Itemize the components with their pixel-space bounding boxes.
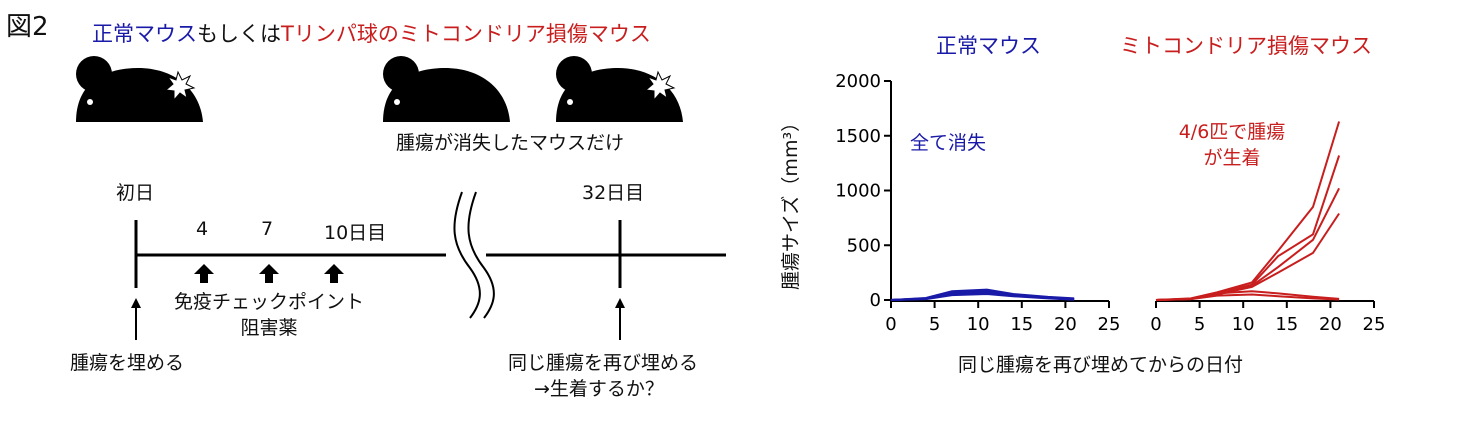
x-tick-label: 15 (1275, 314, 1298, 335)
x-tick-label: 25 (1363, 314, 1386, 335)
day7-label: 7 (261, 218, 274, 240)
day10-label: 10日目 (324, 222, 387, 244)
chart-panel-normal: 0 500 1000 1500 2000 0 5 10 15 20 25 (835, 71, 1120, 335)
x-tick-label: 25 (1098, 314, 1121, 335)
mice-caption: 腫瘍が消失したマウスだけ (396, 132, 625, 154)
treatment-arrow-day4 (194, 264, 214, 283)
header-normal-mouse: 正常マウス (92, 22, 197, 46)
rechallenge-label-line2: →生着するか？ (534, 378, 664, 400)
header-or: もしくは (197, 22, 281, 46)
implant-arrow-head (131, 298, 141, 308)
chart-title-normal: 正常マウス (936, 34, 1041, 58)
day4-label: 4 (196, 218, 209, 240)
x-tick-label: 20 (1054, 314, 1077, 335)
x-tick-label: 5 (929, 314, 940, 335)
x-tick-label: 0 (885, 314, 896, 335)
x-axis-label: 同じ腫瘍を再び埋めてからの日付 (958, 354, 1244, 376)
timeline-diagram (131, 191, 726, 340)
mouse-silhouette-middle (383, 56, 510, 122)
y-axis-label: 腫瘍サイズ（mm³） (780, 112, 802, 290)
y-tick-label: 500 (847, 235, 881, 256)
mouse-silhouette-left (76, 56, 203, 122)
treatment-label-line2: 阻害薬 (240, 317, 298, 339)
y-tick-label: 1000 (835, 181, 881, 202)
x-tick-label: 20 (1319, 314, 1342, 335)
treatment-arrow-day7 (259, 264, 279, 283)
rechallenge-arrow-head (615, 298, 625, 308)
series-line-2 (1155, 155, 1341, 301)
figure-label: 図2 (6, 12, 49, 42)
timeline-break-left (453, 191, 481, 319)
chart-annotation-normal: 全て消失 (910, 132, 987, 154)
series-line-4 (1155, 212, 1340, 301)
day32-label: 32日目 (582, 182, 645, 204)
chart-annotation-mito-line1: 4/6匹で腫瘍 (1178, 121, 1286, 143)
chart-annotation-mito-line2: が生着 (1203, 147, 1261, 169)
timeline-break-right (467, 191, 495, 319)
x-tick-label: 15 (1010, 314, 1033, 335)
x-tick-label: 10 (967, 314, 990, 335)
y-tick-label: 1500 (835, 126, 881, 147)
treatment-arrow-day10 (324, 264, 344, 283)
chart-title-mito-damaged: ミトコンドリア損傷マウス (1120, 34, 1372, 58)
x-tick-label: 5 (1194, 314, 1205, 335)
series-line-5 (890, 288, 1075, 301)
header-damaged-mouse: Tリンパ球のミトコンドリア損傷マウス (281, 22, 651, 46)
chart-panel-mito-damaged: 0 5 10 15 20 25 (1150, 121, 1386, 335)
series-line-6 (890, 292, 1075, 301)
x-tick-label: 0 (1150, 314, 1161, 335)
implant-label: 腫瘍を埋める (70, 352, 185, 374)
series-line-6 (1155, 293, 1340, 301)
day0-label: 初日 (116, 182, 155, 204)
x-tick-label: 10 (1232, 314, 1255, 335)
treatment-label-line1: 免疫チェックポイント (173, 291, 364, 313)
mouse-silhouette-right (556, 56, 683, 122)
y-tick-label: 2000 (835, 71, 881, 92)
rechallenge-label-line1: 同じ腫瘍を再び埋める (508, 352, 699, 374)
y-tick-label: 0 (870, 290, 881, 311)
figure-header: 正常マウスもしくはTリンパ球のミトコンドリア損傷マウス (92, 18, 651, 48)
